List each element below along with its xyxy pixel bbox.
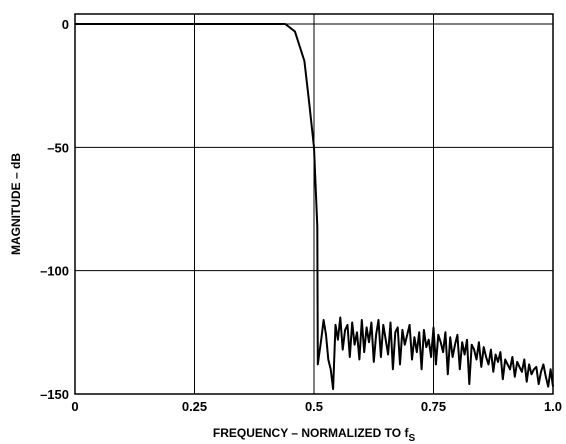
y-tick-label-0: 0 xyxy=(62,17,69,32)
y-tick-labels: 0 –50 –100 –150 xyxy=(40,17,69,402)
x-tick-label-0: 0 xyxy=(71,399,78,414)
x-tick-label-4: 1.0 xyxy=(544,399,562,414)
y-axis-label: MAGNITUDE – dB xyxy=(9,153,23,255)
x-tick-label-2: 0.5 xyxy=(305,399,323,414)
x-axis-label-main: FREQUENCY – NORMALIZED TO f xyxy=(213,426,410,440)
x-tick-label-1: 0.25 xyxy=(182,399,207,414)
x-axis-label-subscript: S xyxy=(408,433,415,444)
series-line-0 xyxy=(75,23,554,391)
plot-frame xyxy=(74,13,554,395)
y-tick-label-3: –150 xyxy=(40,387,69,402)
y-tick-label-1: –50 xyxy=(47,140,69,155)
x-axis-label: FREQUENCY – NORMALIZED TO fS xyxy=(213,426,416,444)
grid-lines xyxy=(74,14,554,395)
x-tick-label-3: 0.75 xyxy=(421,399,446,414)
y-tick-label-2: –100 xyxy=(40,264,69,279)
x-tick-labels: 0 0.25 0.5 0.75 1.0 xyxy=(71,399,562,414)
series-group xyxy=(75,23,554,391)
